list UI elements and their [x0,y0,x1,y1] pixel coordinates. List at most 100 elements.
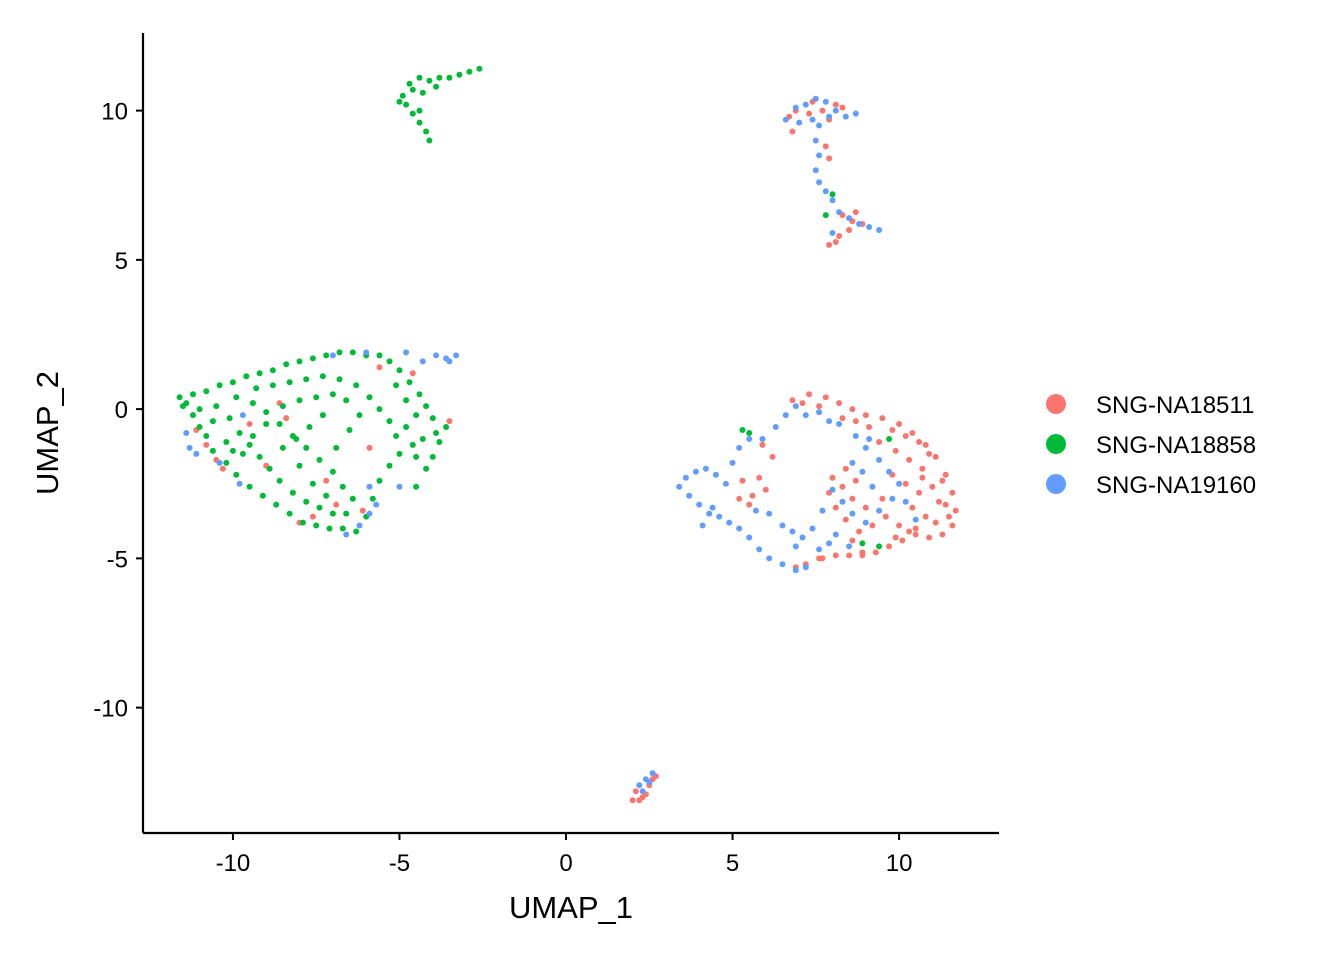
y-tick-label: -10 [93,696,128,723]
data-point [239,412,246,419]
data-point [190,391,196,398]
data-point [826,540,833,547]
data-point [862,412,869,419]
data-point [816,403,823,410]
data-point [246,441,253,448]
data-point [736,495,743,502]
data-point [862,504,869,511]
data-point [196,406,203,413]
data-point [696,501,703,508]
data-point [386,462,393,469]
data-point [409,110,416,117]
data-point [916,439,923,445]
data-point [319,412,326,419]
data-point [406,80,413,87]
data-point [899,537,906,544]
data-point [839,498,846,505]
data-point [926,450,933,457]
data-point [349,495,356,502]
data-point [756,474,763,481]
data-point [746,501,753,508]
data-point [746,534,753,541]
legend-swatch [1046,474,1066,494]
data-point [686,492,693,499]
data-point [799,534,806,541]
data-point [373,501,380,508]
data-point [333,501,340,508]
data-point [829,197,836,204]
data-point [836,209,843,216]
data-point [736,525,743,532]
data-point [836,421,843,427]
data-point [333,444,340,451]
data-point [896,480,903,487]
data-point [436,74,443,81]
data-point [869,483,876,490]
data-point [419,89,426,96]
data-point [193,450,200,457]
data-point [822,394,829,401]
data-point [879,415,886,422]
series-sng-na18858 [176,65,893,550]
data-point [942,501,949,508]
data-point [876,439,883,445]
data-point [886,436,893,442]
data-point [236,480,243,487]
data-point [866,436,873,442]
data-point [849,510,856,517]
data-point [396,367,403,374]
data-point [822,143,829,150]
data-point [403,424,410,430]
data-point [802,412,809,419]
legend-item: SNG-NA18511 [1046,392,1254,419]
data-point [176,394,183,401]
data-point [789,128,796,135]
legend-item: SNG-NA18858 [1046,432,1256,459]
data-point [849,459,856,466]
data-point [366,444,373,451]
data-point [293,436,300,442]
data-point [409,370,416,377]
data-point [816,546,823,553]
data-point [413,483,420,490]
data-point [366,510,373,517]
data-point [859,468,866,475]
data-point [303,444,310,451]
data-point [203,433,210,439]
data-point [183,430,190,436]
data-point [789,397,796,404]
data-point [296,358,303,365]
data-point [283,415,290,422]
data-point [792,104,799,111]
data-point [932,453,939,460]
data-point [363,349,370,356]
data-point [413,412,420,419]
data-point [906,528,913,535]
data-point [832,504,839,511]
data-point [862,444,869,451]
data-point [309,355,316,362]
data-point [309,480,316,487]
data-point [353,528,360,535]
data-point [326,525,333,532]
data-point [256,453,263,460]
data-point [826,418,833,425]
data-point [343,510,350,517]
data-point [279,444,286,451]
data-point [246,483,253,490]
data-point [339,483,346,490]
data-point [699,522,706,529]
data-point [926,534,933,541]
data-point [802,101,809,108]
data-point [209,418,216,425]
data-point [892,534,899,541]
data-point [949,522,956,529]
data-point [416,391,423,398]
data-point [639,788,646,795]
data-point [446,418,453,425]
data-point [932,519,939,526]
data-point [409,86,416,93]
data-point [822,188,829,195]
data-point [316,456,323,463]
